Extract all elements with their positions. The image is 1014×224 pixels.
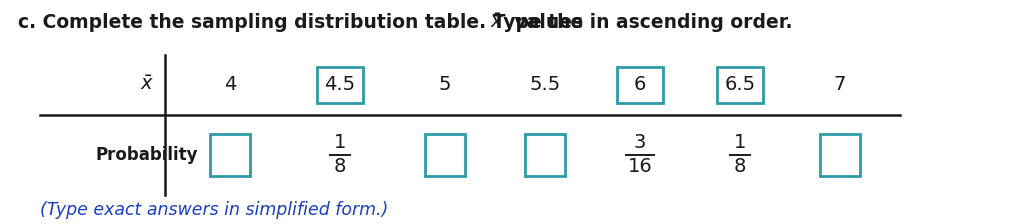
FancyBboxPatch shape (820, 134, 860, 176)
Text: values in ascending order.: values in ascending order. (508, 13, 793, 32)
Text: 8: 8 (334, 157, 346, 177)
FancyBboxPatch shape (425, 134, 465, 176)
Text: 5: 5 (439, 75, 451, 95)
Text: 5.5: 5.5 (529, 75, 561, 95)
Text: 1: 1 (334, 134, 346, 153)
FancyBboxPatch shape (317, 67, 363, 103)
Text: (Type exact answers in simplified form.): (Type exact answers in simplified form.) (40, 201, 388, 219)
Text: 7: 7 (834, 75, 847, 95)
FancyBboxPatch shape (617, 67, 663, 103)
Text: 6: 6 (634, 75, 646, 95)
Text: $\bar{x}$: $\bar{x}$ (140, 75, 154, 95)
Text: c. Complete the sampling distribution table. Type the: c. Complete the sampling distribution ta… (18, 13, 590, 32)
FancyBboxPatch shape (525, 134, 565, 176)
Text: $\bar{x}$: $\bar{x}$ (490, 13, 504, 32)
Text: 3: 3 (634, 134, 646, 153)
Text: Probability: Probability (95, 146, 199, 164)
Text: 16: 16 (628, 157, 652, 177)
Text: 8: 8 (734, 157, 746, 177)
FancyBboxPatch shape (717, 67, 763, 103)
Text: 4: 4 (224, 75, 236, 95)
Text: 6.5: 6.5 (724, 75, 755, 95)
FancyBboxPatch shape (210, 134, 250, 176)
Text: 4.5: 4.5 (324, 75, 356, 95)
Text: 1: 1 (734, 134, 746, 153)
